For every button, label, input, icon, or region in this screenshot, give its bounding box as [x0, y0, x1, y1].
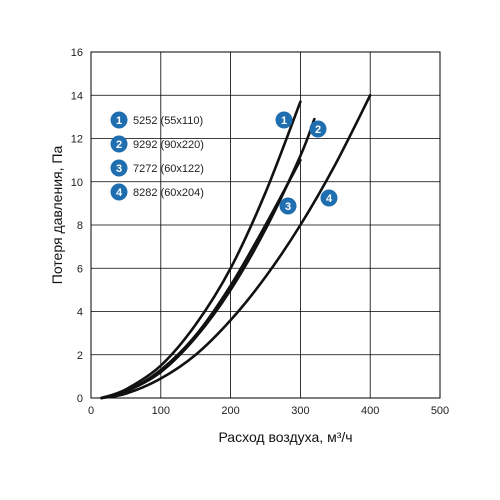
badge-number: 3 — [285, 201, 291, 213]
grid — [90, 51, 441, 399]
legend: 1 5252 (55x110) 2 9292 (90x220) 3 7272 (60x12… — [110, 111, 204, 201]
legend-badge-number: 2 — [116, 139, 122, 151]
y-tick-label: 0 — [77, 393, 83, 405]
x-tick-label: 0 — [88, 405, 94, 417]
x-tick-label: 200 — [221, 405, 239, 417]
legend-item-4: 4 8282 (60x204) — [110, 183, 204, 201]
y-tick-label: 8 — [77, 220, 83, 232]
legend-label: 9292 (90x220) — [133, 139, 204, 151]
legend-badge — [110, 111, 128, 129]
badge-circle — [320, 189, 338, 207]
x-tick-label: 100 — [152, 405, 170, 417]
legend-label: 7272 (60x122) — [133, 163, 204, 175]
x-tick-label: 500 — [431, 405, 449, 417]
badge-number: 1 — [281, 115, 287, 127]
series-line-2 — [100, 117, 316, 400]
series-line-4 — [100, 93, 372, 400]
x-tick-label: 300 — [291, 405, 309, 417]
badge-circle — [309, 120, 327, 138]
legend-item-1: 1 5252 (55x110) — [110, 111, 203, 129]
badge-circle — [275, 111, 293, 129]
curve-badge-2: 2 — [309, 120, 327, 138]
series-lines — [100, 93, 372, 400]
y-tick-label: 16 — [71, 47, 83, 59]
legend-badge — [110, 135, 128, 153]
y-tick-label: 6 — [77, 263, 83, 275]
y-tick-label: 10 — [71, 177, 83, 189]
y-axis-label: Потеря давления, Па — [49, 146, 65, 285]
x-axis-label: Расход воздуха, м³/ч — [218, 429, 352, 445]
x-tick-label: 400 — [361, 405, 379, 417]
plot-frame — [90, 51, 441, 399]
y-tick-label: 4 — [77, 307, 83, 319]
legend-label: 8282 (60x204) — [133, 187, 204, 199]
curve-badge-3: 3 — [279, 197, 297, 215]
curve-badge-4: 4 — [320, 189, 338, 207]
y-tick-label: 14 — [71, 90, 83, 102]
badge-circle — [279, 197, 297, 215]
badge-number: 2 — [315, 124, 321, 136]
series-line-1 — [100, 100, 302, 400]
legend-badge-number: 1 — [116, 115, 122, 127]
badge-number: 4 — [326, 193, 333, 205]
y-tick-label: 12 — [71, 134, 83, 146]
legend-badge — [110, 183, 128, 201]
curve-badges: 1 2 3 4 — [275, 111, 338, 215]
legend-badge-number: 4 — [116, 187, 123, 199]
legend-badge — [110, 159, 128, 177]
legend-label: 5252 (55x110) — [133, 115, 203, 127]
legend-badge-number: 3 — [116, 163, 122, 175]
legend-item-3: 3 7272 (60x122) — [110, 159, 204, 177]
series-line-3 — [100, 158, 302, 400]
curve-badge-1: 1 — [275, 111, 293, 129]
legend-item-2: 2 9292 (90x220) — [110, 135, 204, 153]
y-tick-label: 2 — [77, 350, 83, 362]
